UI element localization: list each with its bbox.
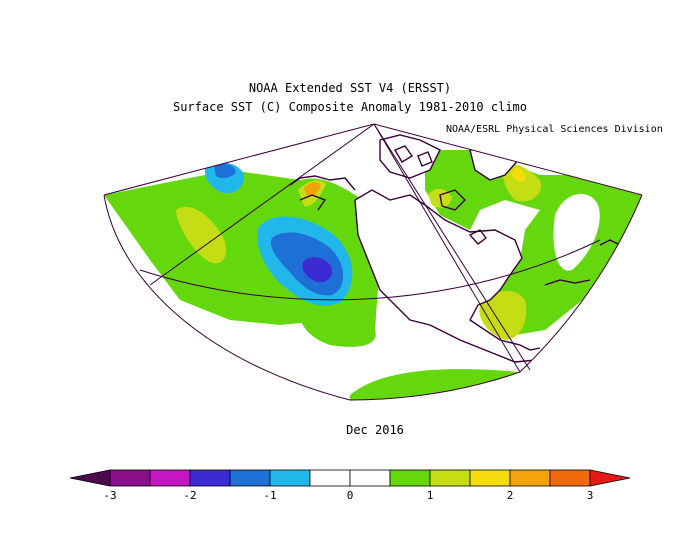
legend-swatch [309,469,351,487]
graticule [103,123,643,401]
credit-label: NOAA/ESRL Physical Sciences Division [446,124,663,135]
legend-tick-labels: -3 -2 -1 0 1 2 3 [103,489,593,502]
date-label: Dec 2016 [346,423,404,437]
warm-anomaly-subtropical [299,310,376,347]
warm-anomaly-gulf-of-mexico [479,290,527,340]
legend-tick-label: 2 [507,489,514,502]
legend-low-arrow [69,469,111,487]
variable-subtitle: Surface SST (C) Composite Anomaly 1981-2… [172,100,527,114]
legend-swatch [429,469,471,487]
legend-high-arrow [589,469,631,487]
legend-swatch [269,469,311,487]
warm-anomaly-pacific-core [176,206,227,264]
legend-swatch [549,469,591,487]
legend-tick-label: 0 [347,489,354,502]
warm-anomaly-atlantic-peak [512,167,526,182]
north-america-land [355,190,540,362]
legend-swatch [349,469,391,487]
legend-swatches [109,469,591,487]
legend-tick-label: 3 [587,489,594,502]
legend-tick-label: -3 [103,489,116,502]
cool-anomaly-pacific-core [302,257,333,283]
legend-tick-label: -2 [183,489,196,502]
legend-tick-label: 1 [427,489,434,502]
legend-swatch [469,469,511,487]
neutral-anomaly-atlantic [553,193,600,271]
cool-anomaly-north-core [214,163,236,179]
dataset-title: NOAA Extended SST V4 (ERSST) [248,81,452,95]
coastlines [289,134,621,363]
legend-swatch [189,469,231,487]
warm-anomaly-alaska-peak [304,182,321,197]
legend-tick-label: -1 [263,489,276,502]
legend-swatch [389,469,431,487]
legend-swatch [109,469,151,487]
legend-swatch [509,469,551,487]
legend-swatch [229,469,271,487]
legend-swatch [149,469,191,487]
